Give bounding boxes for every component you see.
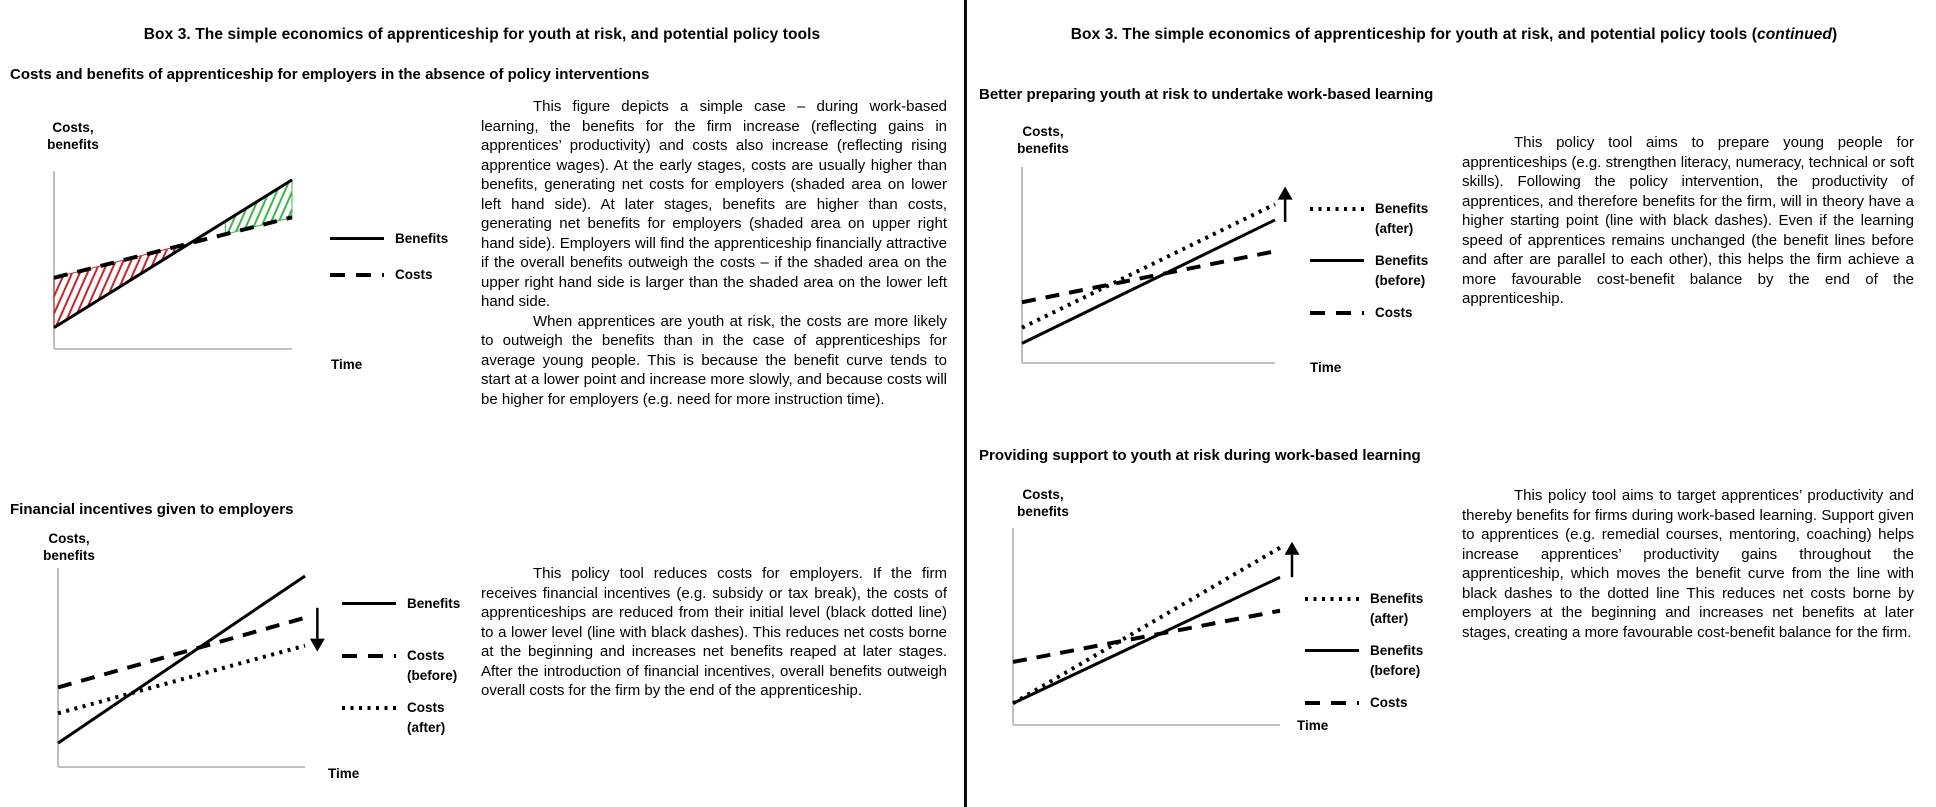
paragraph: This policy tool aims to target apprenti…	[1462, 487, 1914, 641]
paragraph: This figure depicts a simple case – duri…	[481, 98, 947, 310]
legend-item: Benefits (after)	[1305, 589, 1442, 629]
chart-canvas	[1011, 528, 1300, 726]
legend-item: Costs	[1310, 303, 1447, 343]
dotted-line-sample-icon	[1310, 207, 1364, 211]
x-axis-label: Time	[1310, 360, 1342, 375]
dashed-line-sample-icon	[1305, 701, 1359, 705]
paragraph: When apprentices are youth at risk, the …	[481, 312, 947, 408]
y-axis-label: Costs, benefits	[33, 119, 113, 153]
legend: Benefits (after) Benefits (before) Costs	[1310, 199, 1447, 343]
box-title-right-close: )	[1831, 26, 1838, 43]
box-title-right-text: Box 3. The simple economics of apprentic…	[1070, 26, 1758, 43]
solid-line-sample-icon	[1310, 259, 1364, 262]
text-block: This policy tool aims to prepare young p…	[1462, 133, 1914, 309]
legend-item: Costs	[330, 265, 467, 285]
box-title-right: Box 3. The simple economics of apprentic…	[972, 26, 1936, 44]
chart-canvas	[53, 171, 293, 350]
legend-item: Benefits (before)	[1310, 251, 1447, 291]
paragraph: This policy tool reduces costs for emplo…	[481, 565, 947, 699]
legend-label: Benefits (before)	[1370, 643, 1424, 678]
box-title-continued: continued	[1757, 26, 1832, 43]
figure-financial-incentives: Costs, benefits Time Benefits Costs (bef…	[15, 528, 490, 806]
paragraph: This policy tool aims to prepare young p…	[1462, 134, 1914, 307]
legend-label: Benefits	[395, 231, 449, 246]
solid-line-sample-icon	[1305, 649, 1359, 652]
y-axis-label-line2: benefits	[43, 548, 95, 563]
section-heading-providing-support: Providing support to youth at risk durin…	[979, 447, 1421, 464]
legend-label: Benefits (after)	[1375, 201, 1429, 236]
legend-item: Costs (before)	[342, 646, 479, 686]
x-axis-label: Time	[331, 357, 363, 372]
y-axis-label-line1: Costs,	[52, 120, 94, 135]
y-axis-label-line2: benefits	[1017, 504, 1069, 519]
dotted-line-sample-icon	[342, 706, 396, 710]
solid-line-sample-icon	[330, 237, 384, 240]
legend-label: Costs	[1370, 695, 1408, 710]
section-heading-better-preparing: Better preparing youth at risk to undert…	[979, 86, 1434, 103]
chart-canvas	[1021, 167, 1293, 364]
legend: Benefits Costs	[330, 229, 467, 285]
legend-label: Costs	[1375, 305, 1413, 320]
y-axis-label-line1: Costs,	[1022, 124, 1064, 139]
text-block: This policy tool reduces costs for emplo…	[481, 564, 947, 701]
text-block: This figure depicts a simple case – duri…	[481, 97, 947, 409]
legend: Benefits (after) Benefits (before) Costs	[1305, 589, 1442, 733]
dashed-line-sample-icon	[330, 273, 384, 277]
text-block: This policy tool aims to target apprenti…	[1462, 486, 1914, 642]
figure-better-preparing: Costs, benefits Time Benefits (after) Be…	[985, 115, 1465, 385]
x-axis-label: Time	[1297, 718, 1329, 733]
legend-label: Costs (before)	[407, 648, 458, 683]
chart-canvas	[57, 568, 325, 768]
section-heading-financial-incentives: Financial incentives given to employers	[10, 501, 294, 518]
y-axis-label-line1: Costs,	[1022, 487, 1064, 502]
dashed-line-sample-icon	[1310, 311, 1364, 315]
y-axis-label-line2: benefits	[1017, 141, 1069, 156]
dashed-line-sample-icon	[342, 654, 396, 658]
legend-item: Benefits	[330, 229, 467, 249]
solid-line-sample-icon	[342, 602, 396, 605]
legend-item: Benefits (after)	[1310, 199, 1447, 239]
legend-label: Costs (after)	[407, 700, 446, 735]
section-heading-costs-benefits: Costs and benefits of apprenticeship for…	[10, 66, 650, 83]
dotted-line-sample-icon	[1305, 597, 1359, 601]
legend-item: Costs (after)	[342, 698, 479, 738]
y-axis-label-line2: benefits	[47, 137, 99, 152]
y-axis-label: Costs, benefits	[29, 530, 109, 564]
figure-costs-benefits: Costs, benefits Time Benefits Costs	[15, 105, 475, 380]
legend: Benefits Costs (before) Costs (after)	[342, 594, 479, 738]
y-axis-label: Costs, benefits	[1003, 486, 1083, 520]
legend-label: Benefits	[407, 596, 461, 611]
legend-label: Costs	[395, 267, 433, 282]
legend-label: Benefits (before)	[1375, 253, 1429, 288]
x-axis-label: Time	[328, 766, 360, 781]
box-title-left: Box 3. The simple economics of apprentic…	[143, 26, 821, 43]
legend-item: Benefits	[342, 594, 479, 634]
legend-item: Benefits (before)	[1305, 641, 1442, 681]
figure-providing-support: Costs, benefits Time Benefits (after) Be…	[985, 478, 1480, 743]
legend-item: Costs	[1305, 693, 1442, 733]
legend-label: Benefits (after)	[1370, 591, 1424, 626]
column-divider	[964, 0, 967, 807]
y-axis-label-line1: Costs,	[48, 531, 90, 546]
y-axis-label: Costs, benefits	[1003, 123, 1083, 157]
